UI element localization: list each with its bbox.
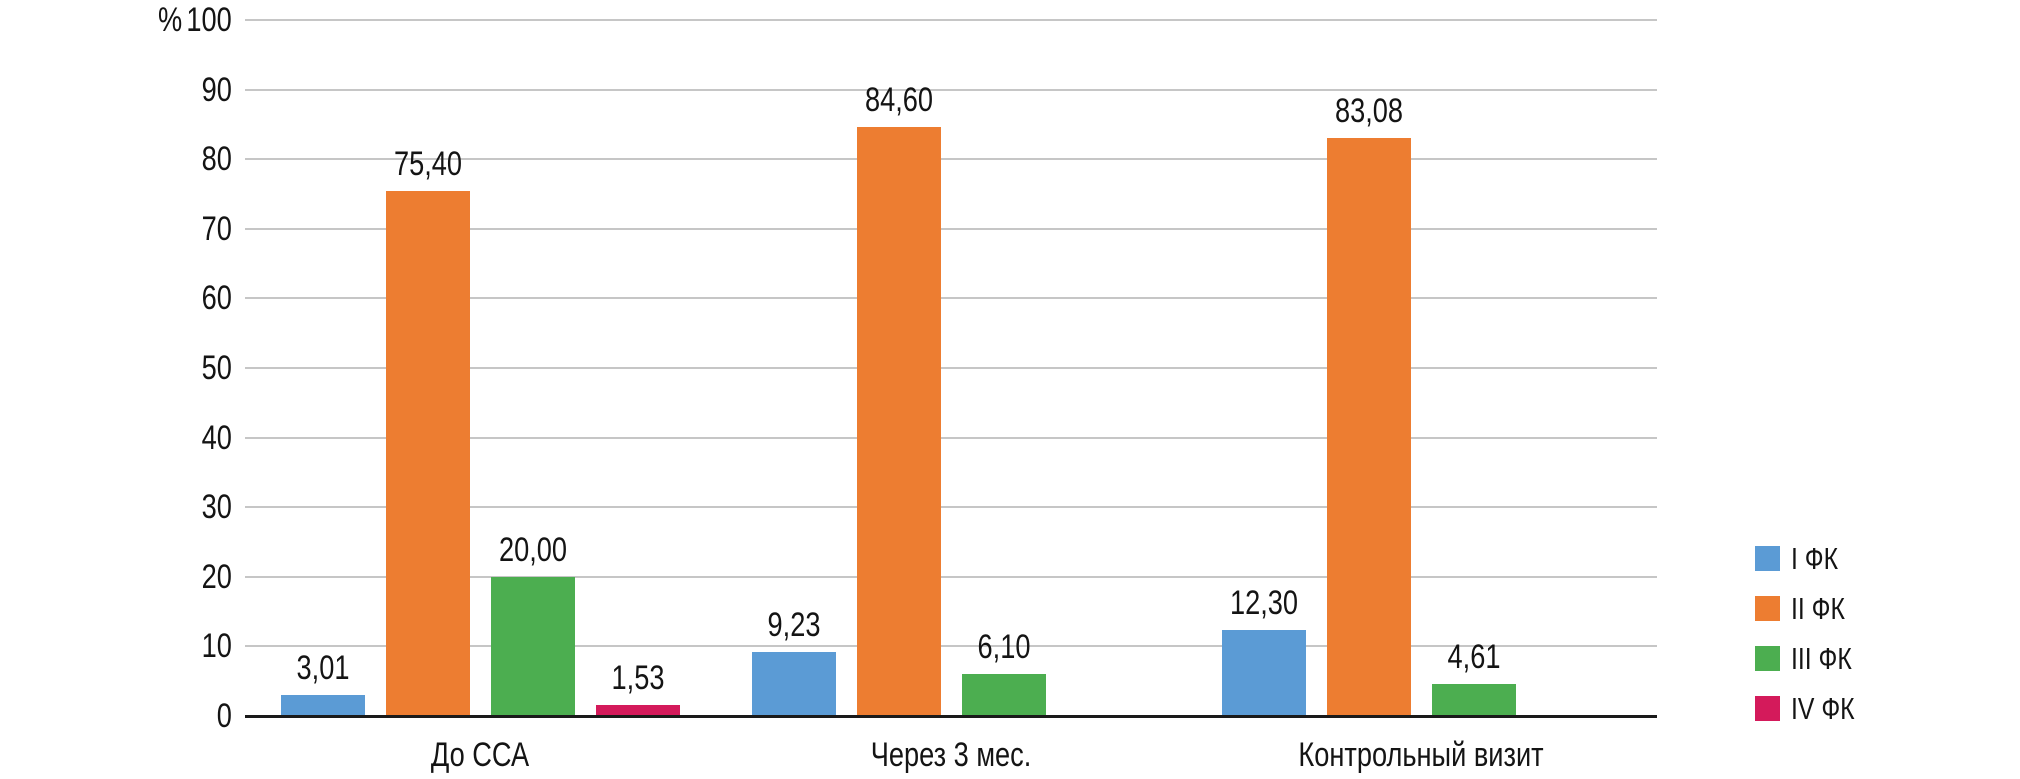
value-label: 75,40 bbox=[385, 145, 470, 183]
value-label: 3,01 bbox=[290, 649, 356, 687]
y-axis-tick: 10 bbox=[100, 626, 232, 666]
legend-label: I ФК bbox=[1791, 541, 1850, 576]
gridline bbox=[245, 158, 1657, 160]
gridline bbox=[245, 645, 1657, 647]
y-axis-tick-text: 0 bbox=[216, 697, 232, 735]
y-axis-tick-text: 90 bbox=[201, 71, 232, 109]
bar bbox=[491, 577, 575, 716]
y-axis-tick: 50 bbox=[100, 348, 232, 388]
bar bbox=[386, 191, 470, 716]
legend: I ФК II ФК III ФК IV ФК bbox=[1755, 541, 1871, 746]
gridline bbox=[245, 367, 1657, 369]
value-label-text: 6,10 bbox=[977, 628, 1031, 666]
category-label: Через 3 мес. bbox=[851, 734, 1052, 776]
legend-label-text: IV ФК bbox=[1791, 691, 1855, 726]
category-group: 3,01 75,40 20,00 1,53 До ССА bbox=[245, 0, 716, 779]
category-label-text: Через 3 мес. bbox=[870, 736, 1032, 774]
gridline bbox=[245, 576, 1657, 578]
y-axis-tick-text: 100 bbox=[186, 1, 232, 39]
legend-label: II ФК bbox=[1791, 591, 1858, 626]
y-axis-tick: 80 bbox=[100, 139, 232, 179]
gridline bbox=[245, 506, 1657, 508]
y-axis-label-text: % bbox=[157, 1, 183, 39]
category-label: До ССА bbox=[419, 734, 542, 776]
value-label-text: 75,40 bbox=[393, 145, 463, 183]
legend-item: I ФК bbox=[1755, 541, 1871, 576]
value-label: 12,30 bbox=[1221, 584, 1306, 622]
x-axis-line bbox=[245, 715, 1657, 718]
value-label-text: 20,00 bbox=[498, 531, 568, 569]
y-axis-tick-text: 70 bbox=[201, 210, 232, 248]
y-axis-tick: 30 bbox=[100, 487, 232, 527]
legend-swatch bbox=[1755, 546, 1780, 571]
bar bbox=[857, 127, 941, 716]
y-axis-label: % bbox=[135, 0, 205, 40]
value-label: 1,53 bbox=[605, 659, 671, 697]
y-axis-tick-text: 40 bbox=[201, 419, 232, 457]
value-label-text: 9,23 bbox=[767, 606, 821, 644]
value-label-text: 3,01 bbox=[296, 649, 350, 687]
value-label-text: 83,08 bbox=[1334, 92, 1404, 130]
gridline bbox=[245, 89, 1657, 91]
y-axis-tick: 70 bbox=[100, 209, 232, 249]
value-label: 83,08 bbox=[1326, 92, 1411, 130]
value-label: 6,10 bbox=[971, 628, 1037, 666]
y-axis-tick: 90 bbox=[100, 70, 232, 110]
legend-item: III ФК bbox=[1755, 641, 1871, 676]
bar bbox=[962, 674, 1046, 716]
value-label: 20,00 bbox=[490, 531, 575, 569]
value-label-text: 1,53 bbox=[611, 659, 665, 697]
gridline bbox=[245, 297, 1657, 299]
category-label-text: Контрольный визит bbox=[1298, 736, 1544, 774]
legend-label: III ФК bbox=[1791, 641, 1867, 676]
gridline bbox=[245, 19, 1657, 21]
y-axis-tick-text: 20 bbox=[201, 558, 232, 596]
bar bbox=[752, 652, 836, 716]
y-axis-tick: 100 bbox=[100, 0, 232, 40]
y-axis-tick: 20 bbox=[100, 557, 232, 597]
category-label: Контрольный визит bbox=[1268, 734, 1575, 776]
value-label-text: 12,30 bbox=[1229, 584, 1299, 622]
y-axis-tick-text: 60 bbox=[201, 279, 232, 317]
legend-swatch bbox=[1755, 646, 1780, 671]
y-axis-tick: 40 bbox=[100, 418, 232, 458]
legend-label: IV ФК bbox=[1791, 691, 1871, 726]
gridline bbox=[245, 228, 1657, 230]
legend-swatch bbox=[1755, 596, 1780, 621]
category-group: 9,23 84,60 6,10 Через 3 мес. bbox=[716, 0, 1187, 779]
value-label: 4,61 bbox=[1441, 638, 1507, 676]
legend-label-text: I ФК bbox=[1791, 541, 1839, 576]
value-label: 84,60 bbox=[856, 81, 941, 119]
category-label-text: До ССА bbox=[430, 736, 530, 774]
legend-item: II ФК bbox=[1755, 591, 1871, 626]
y-axis-tick-text: 10 bbox=[201, 627, 232, 665]
y-axis-tick: 0 bbox=[100, 696, 232, 736]
bar bbox=[596, 705, 680, 716]
bar bbox=[1432, 684, 1516, 716]
gridline bbox=[245, 437, 1657, 439]
y-axis-tick-text: 30 bbox=[201, 488, 232, 526]
legend-label-text: III ФК bbox=[1791, 641, 1852, 676]
bar bbox=[1327, 138, 1411, 716]
bar bbox=[281, 695, 365, 716]
value-label-text: 84,60 bbox=[864, 81, 934, 119]
category-group: 12,30 83,08 4,61 Контрольный визит bbox=[1186, 0, 1657, 779]
value-label-text: 4,61 bbox=[1447, 638, 1501, 676]
value-label: 9,23 bbox=[761, 606, 827, 644]
y-axis-tick-text: 50 bbox=[201, 349, 232, 387]
legend-swatch bbox=[1755, 696, 1780, 721]
y-axis-tick: 60 bbox=[100, 278, 232, 318]
legend-label-text: II ФК bbox=[1791, 591, 1845, 626]
bar bbox=[1222, 630, 1306, 716]
legend-item: IV ФК bbox=[1755, 691, 1871, 726]
y-axis-tick-text: 80 bbox=[201, 140, 232, 178]
